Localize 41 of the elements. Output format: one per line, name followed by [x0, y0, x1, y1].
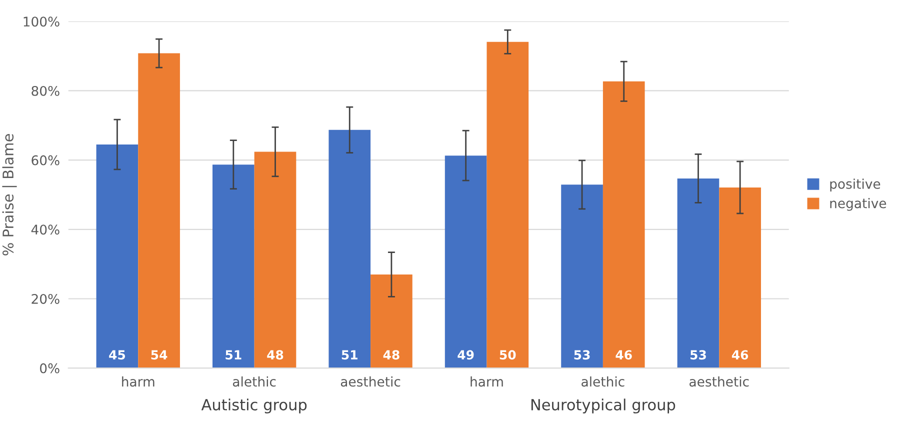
- x-tick-label: harm: [470, 376, 503, 387]
- bar: [677, 178, 720, 368]
- annotation: 54: [151, 350, 168, 360]
- y-tick-label: 20%: [32, 294, 60, 304]
- text: Autistic group: [201, 398, 307, 414]
- bar: [719, 187, 761, 368]
- y-tick-label: 100%: [24, 16, 60, 27]
- bar: [96, 144, 138, 368]
- annotation: 51: [342, 350, 358, 360]
- bar: [328, 130, 371, 368]
- bar: [602, 81, 645, 368]
- legend-label: positive: [830, 178, 880, 192]
- y-tick-label: 60%: [32, 155, 60, 166]
- annotation: 53: [690, 350, 706, 360]
- annotation: 46: [616, 350, 632, 360]
- y-tick-label: 0%: [40, 363, 60, 374]
- annotation: 46: [732, 350, 748, 360]
- text: Neurotypical group: [531, 398, 676, 414]
- x-tick-label: harm: [122, 376, 154, 387]
- bar: [444, 156, 487, 368]
- y-axis-title: % Praise | Blame: [2, 134, 17, 256]
- bar: [254, 152, 296, 368]
- y-tick-label: 80%: [32, 86, 60, 96]
- annotation: 45: [109, 350, 126, 360]
- bar: [138, 53, 180, 368]
- annotation: 50: [500, 350, 516, 360]
- annotation: 48: [267, 350, 284, 360]
- x-tick-label: alethic: [582, 376, 624, 387]
- legend-label: negative: [830, 198, 886, 211]
- y-tick-label: 40%: [31, 224, 60, 235]
- bar: [212, 164, 254, 368]
- x-tick-label: aesthetic: [690, 376, 749, 387]
- annotation: 51: [226, 350, 242, 360]
- bar: [486, 42, 529, 368]
- x-tick-label: aesthetic: [340, 376, 400, 387]
- annotation: 48: [383, 350, 400, 360]
- annotation: 53: [574, 350, 590, 360]
- bar: [370, 274, 412, 368]
- bar: [561, 184, 603, 368]
- x-tick-label: alethic: [232, 376, 276, 387]
- annotation: 49: [458, 350, 474, 360]
